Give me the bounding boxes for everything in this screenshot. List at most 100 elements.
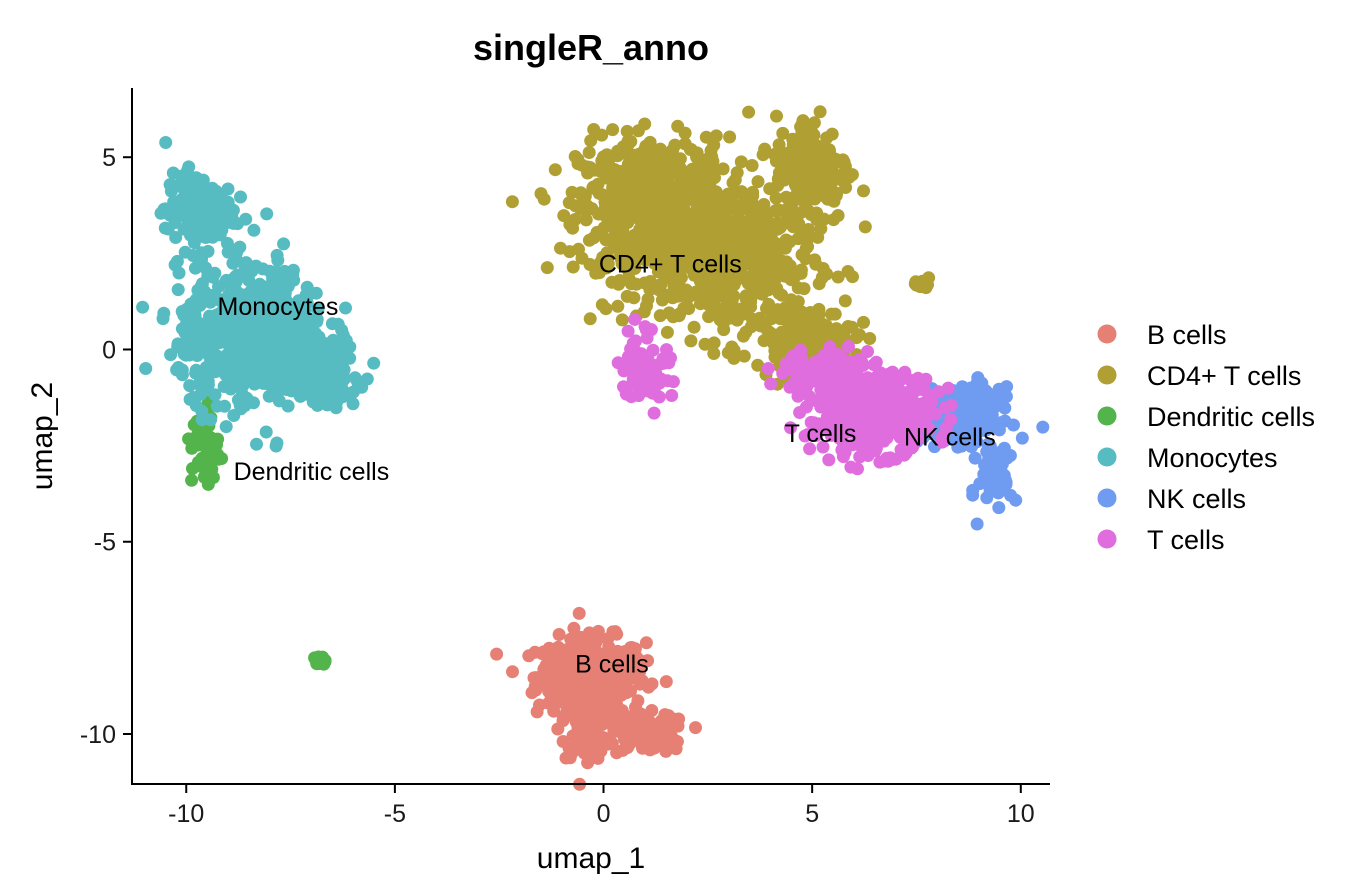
data-point (665, 389, 679, 402)
cluster-label: NK cells (904, 424, 996, 452)
data-point (546, 653, 560, 667)
data-point (660, 325, 674, 339)
data-point (970, 517, 984, 531)
chart-title: singleR_anno (473, 27, 709, 68)
data-point (788, 376, 801, 390)
data-point (620, 124, 634, 138)
data-point (813, 334, 827, 348)
data-point (757, 334, 771, 348)
data-point (703, 248, 717, 262)
data-point (612, 277, 626, 291)
data-point (266, 271, 280, 285)
data-point (505, 195, 519, 209)
data-point (817, 212, 831, 226)
data-point (170, 254, 184, 268)
data-point (619, 713, 633, 726)
data-point (656, 352, 670, 366)
data-point (615, 666, 628, 680)
data-point (699, 237, 713, 251)
data-point (221, 245, 235, 259)
data-point (201, 477, 215, 491)
data-point (767, 148, 781, 161)
data-point (661, 270, 675, 283)
data-point (566, 260, 580, 274)
data-point (840, 375, 854, 389)
data-point (828, 385, 842, 398)
data-point (857, 184, 870, 198)
data-point (723, 193, 737, 207)
data-point (245, 309, 259, 323)
data-point (742, 105, 756, 119)
data-point (581, 756, 595, 770)
data-point (574, 186, 588, 200)
data-point (583, 312, 597, 326)
x-tick-label: 10 (1007, 800, 1035, 828)
data-point (998, 473, 1012, 487)
legend-label: B cells (1147, 320, 1227, 350)
data-point (838, 294, 852, 308)
data-point (770, 281, 784, 295)
data-point (815, 271, 829, 284)
data-point (711, 280, 725, 294)
data-point (733, 204, 746, 218)
data-point (643, 275, 657, 288)
data-point (869, 383, 883, 397)
data-point (169, 231, 183, 244)
data-point (599, 302, 613, 316)
data-point (249, 352, 263, 366)
data-point (820, 144, 833, 158)
data-point (809, 257, 823, 271)
data-point (628, 312, 642, 326)
data-point (201, 432, 215, 446)
data-point (220, 294, 234, 308)
data-point (609, 701, 623, 715)
data-point (818, 154, 832, 168)
data-point (817, 348, 831, 362)
data-point (778, 269, 792, 283)
data-point (869, 441, 883, 455)
data-point (797, 282, 811, 296)
cluster-label: B cells (575, 651, 649, 679)
data-point (803, 367, 817, 381)
data-point (827, 405, 841, 419)
data-point (136, 300, 150, 314)
data-point (659, 744, 673, 758)
data-point (687, 320, 701, 334)
data-point (596, 205, 610, 219)
data-point (633, 224, 646, 238)
data-point (541, 681, 555, 695)
data-point (678, 126, 692, 140)
data-point (249, 259, 263, 273)
data-point (308, 326, 322, 340)
data-point (610, 746, 624, 760)
data-point (205, 324, 219, 338)
data-point (600, 171, 614, 185)
data-point (730, 166, 744, 180)
data-point (183, 379, 197, 393)
data-point (293, 389, 307, 403)
data-point (690, 150, 703, 164)
data-point (235, 388, 249, 401)
data-point (739, 289, 753, 303)
data-point (635, 739, 649, 753)
data-point (919, 372, 933, 386)
data-point (695, 285, 709, 299)
data-point (190, 319, 204, 333)
data-point (662, 306, 676, 320)
data-point (645, 677, 659, 691)
data-point (235, 297, 249, 311)
data-point (634, 676, 648, 690)
y-tick-label: -5 (94, 529, 116, 557)
data-point (567, 632, 581, 646)
data-point (831, 270, 845, 284)
legend-swatch (1097, 406, 1117, 426)
data-point (621, 324, 635, 338)
data-point (299, 333, 313, 347)
data-point (636, 722, 650, 736)
data-point (208, 388, 222, 402)
data-point (751, 230, 765, 244)
data-point (733, 225, 747, 239)
data-point (744, 320, 758, 334)
data-point (611, 149, 624, 163)
data-point (551, 722, 565, 736)
